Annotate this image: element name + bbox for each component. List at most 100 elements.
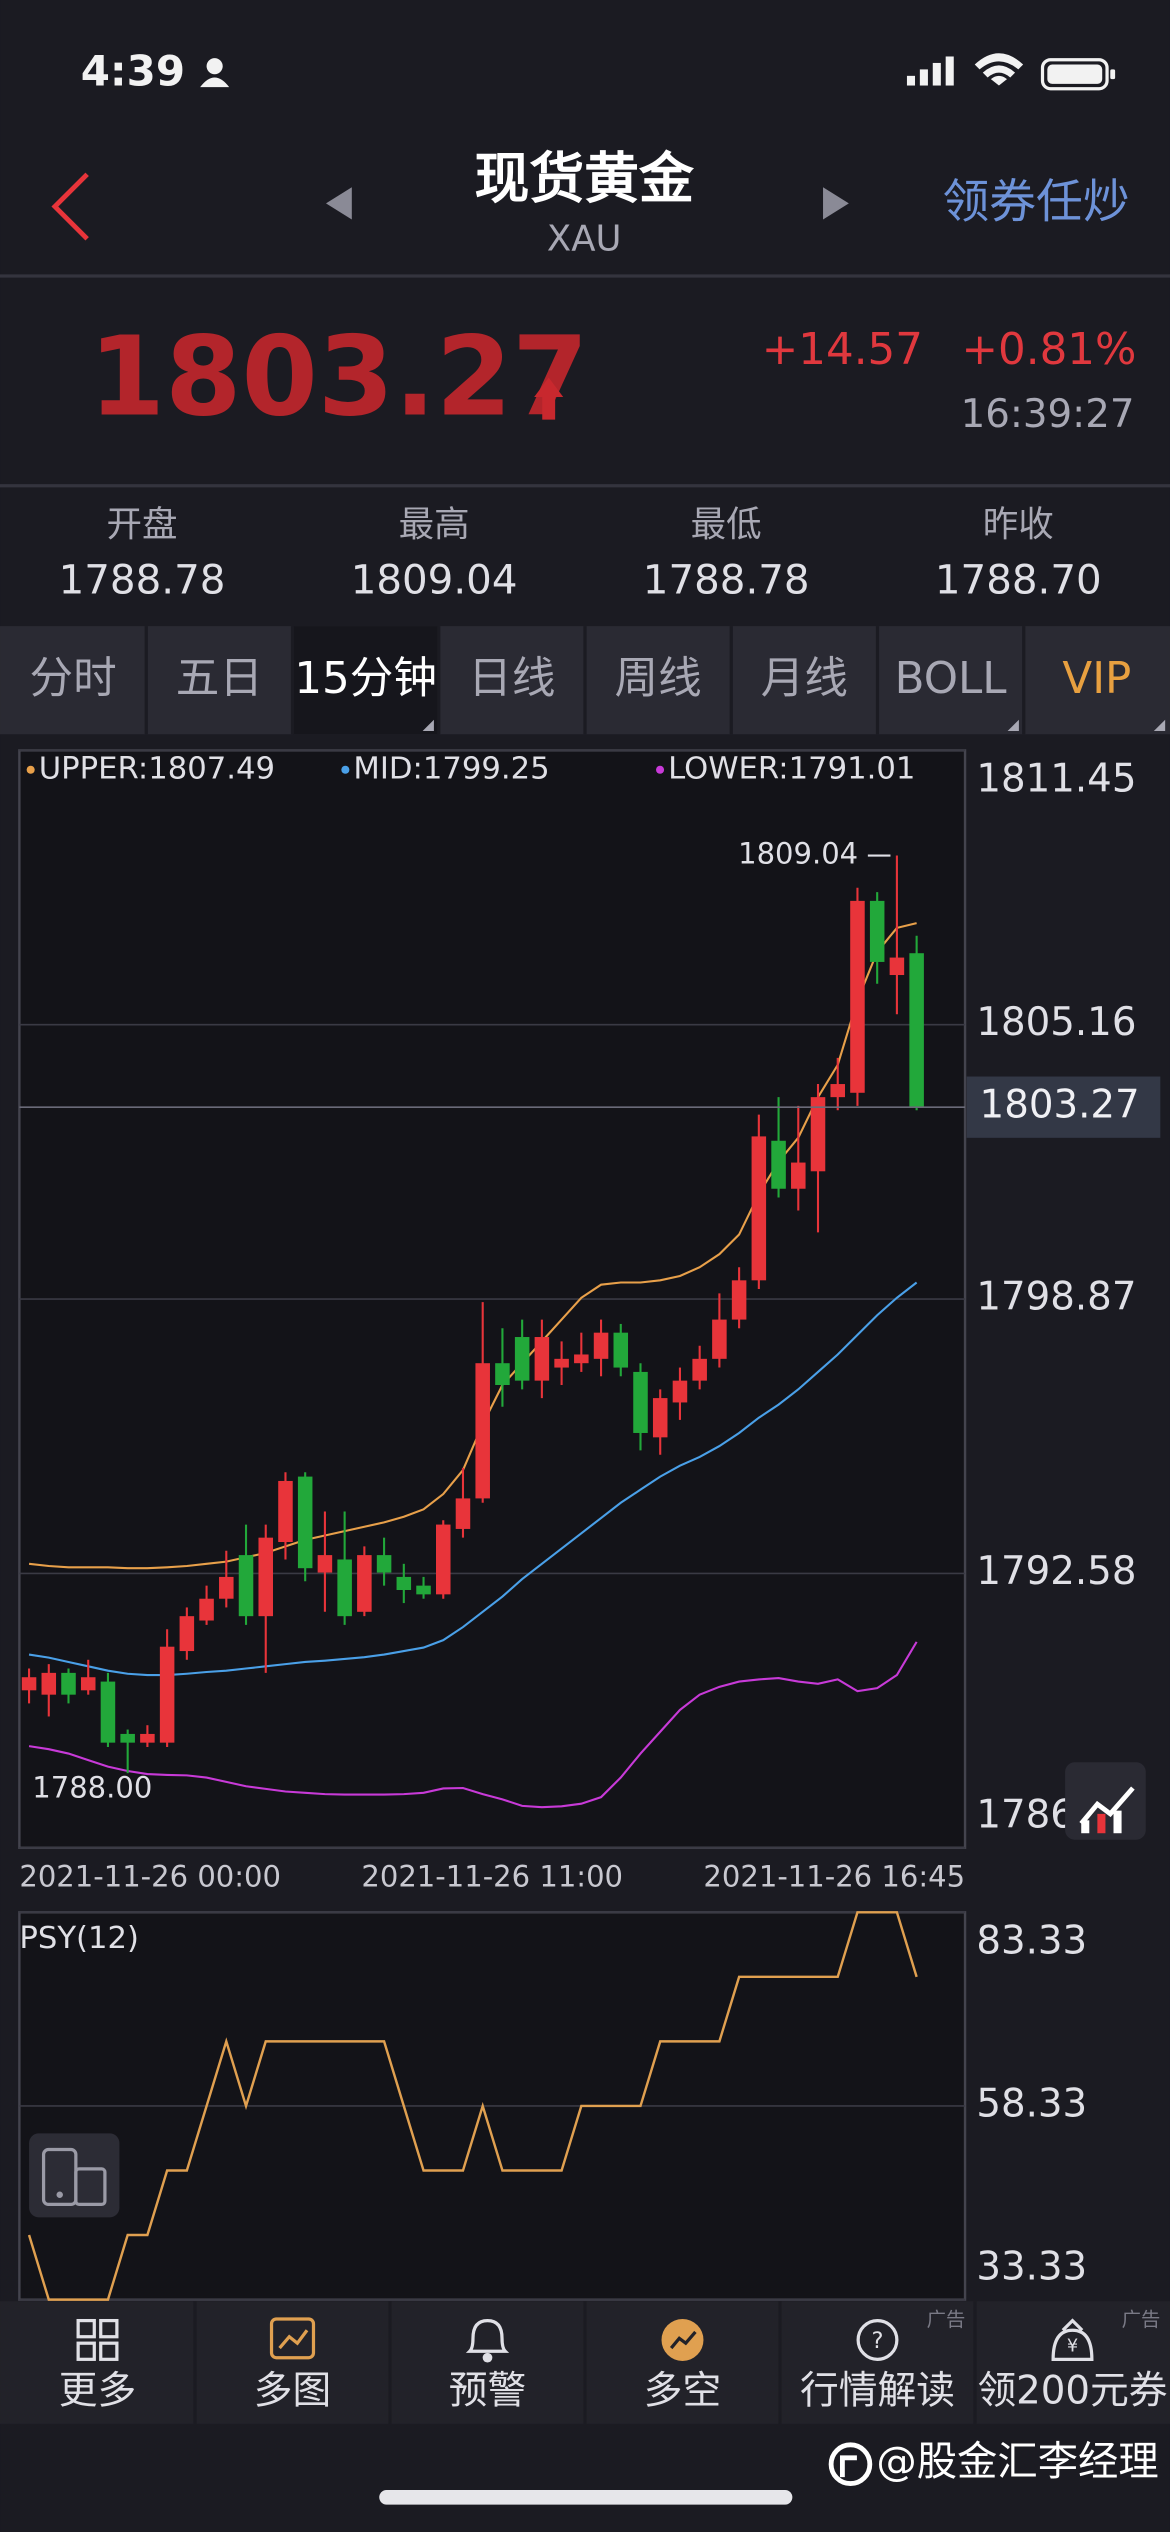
watermark-logo [828, 2442, 873, 2487]
candle-body [258, 1537, 274, 1617]
charts: 1811.451805.161798.871792.581786.29UPPER… [18, 749, 1161, 2301]
candle-body [574, 1354, 589, 1364]
candle-body [278, 1480, 293, 1543]
candle-body [909, 953, 924, 1108]
quote-price: 1803.27 [89, 312, 589, 440]
y-tick-label: 1792.58 [976, 1549, 1136, 1594]
tab-dropdown-mark [1007, 719, 1019, 732]
header-action[interactable]: 领券任炒 [943, 175, 1130, 229]
candle-body [850, 900, 865, 1093]
candle-body [495, 1363, 510, 1386]
candle-body [672, 1380, 688, 1403]
stat-label: 最高 [399, 504, 470, 545]
candle-body [751, 1136, 767, 1281]
candle-body [435, 1524, 451, 1595]
tab[interactable]: 15分钟 [294, 654, 437, 704]
nav-label[interactable]: 行情解读 [800, 2369, 955, 2414]
chart-title: PSY(12) [19, 1921, 139, 1956]
back-button[interactable] [51, 172, 89, 241]
tab[interactable]: 周线 [615, 654, 702, 704]
candle-body [80, 1677, 96, 1691]
svg-text:¥: ¥ [1067, 2336, 1078, 2356]
nav-label[interactable]: 多空 [644, 2369, 721, 2414]
nav-icon[interactable] [661, 2318, 704, 2361]
quote-change-pct: +0.81% [962, 325, 1137, 375]
candle-body [712, 1319, 727, 1359]
nav-label[interactable]: 预警 [449, 2369, 526, 2414]
nav-icon[interactable] [76, 2318, 119, 2361]
candle-body [830, 1084, 845, 1098]
legend-dot [26, 765, 35, 774]
boll-line [28, 1641, 918, 1809]
candle-body [317, 1555, 333, 1573]
nav-icon[interactable] [465, 2318, 510, 2363]
nav-label[interactable]: 更多 [59, 2369, 136, 2414]
stat-value: 1788.78 [643, 557, 810, 604]
x-tick-label: 2021-11-26 00:00 [19, 1859, 281, 1893]
tab[interactable]: BOLL [895, 654, 1008, 704]
tab[interactable]: 五日 [176, 654, 263, 704]
y-tick-label: 1811.45 [976, 757, 1136, 802]
tab[interactable]: 日线 [468, 654, 555, 704]
y-tick-label: 1798.87 [976, 1275, 1136, 1320]
tab[interactable]: 月线 [761, 654, 848, 704]
candle-body [100, 1681, 116, 1743]
nav-icon[interactable]: ? [856, 2318, 899, 2361]
nav-label[interactable]: 多图 [254, 2369, 331, 2414]
next-button[interactable] [823, 187, 849, 220]
y-tick-label: 1805.16 [976, 1000, 1136, 1045]
tab-selected-bg [292, 626, 439, 735]
x-tick-label: 2021-11-26 11:00 [361, 1859, 623, 1893]
candle-body [869, 900, 885, 962]
ad-badge: 广告 [1122, 2308, 1161, 2331]
candle-body [61, 1672, 76, 1695]
candle-body [692, 1358, 707, 1381]
y-tick-label: 33.33 [976, 2244, 1087, 2289]
tab-dropdown-mark [422, 719, 434, 732]
stat-label: 最低 [691, 504, 762, 545]
header-subtitle: XAU [547, 218, 622, 259]
watermark: @股金汇李经理 [876, 2438, 1158, 2485]
current-price-label: 1803.27 [980, 1083, 1140, 1128]
candle-body [238, 1555, 254, 1617]
tab[interactable]: 分时 [30, 654, 117, 704]
x-tick-label: 2021-11-26 16:45 [703, 1859, 965, 1893]
candle-body [159, 1646, 175, 1743]
quote-time: 16:39:27 [961, 392, 1135, 437]
candle-body [475, 1363, 490, 1499]
candle-body [337, 1559, 352, 1617]
candle-body [791, 1162, 806, 1189]
candle-body [514, 1337, 530, 1381]
ad-badge: 广告 [927, 2308, 966, 2331]
status-time: 4:39 [81, 47, 185, 96]
nav-icon[interactable]: ¥ [1051, 2318, 1094, 2361]
candle-body [613, 1332, 629, 1368]
prev-button[interactable] [325, 187, 352, 220]
tab[interactable]: VIP [1062, 654, 1131, 704]
status-icons [200, 53, 1116, 91]
nav-label[interactable]: 领200元券 [977, 2369, 1167, 2414]
svg-text:?: ? [872, 2328, 884, 2354]
stat-label: 昨收 [983, 504, 1054, 545]
candle-body [633, 1371, 648, 1433]
stat-value: 1788.78 [59, 557, 226, 604]
up-arrow [534, 377, 564, 420]
candle-body [396, 1576, 412, 1590]
candle-body [219, 1576, 234, 1599]
candle-body [652, 1398, 668, 1438]
tabs: 分时 五日 15分钟 日线 周线 月线 BOLL VIP [0, 626, 1170, 735]
bottom-nav: 更多 多图 预警 多空? 行情解读 广告 ¥ 领200元券 广告 [59, 2301, 1168, 2424]
nav-icon[interactable] [269, 2317, 316, 2360]
candle-body [41, 1672, 57, 1695]
chart-switch-icon[interactable] [1065, 1762, 1146, 1840]
boll-line [28, 922, 917, 1570]
stats: 开盘 1788.78 最高 1809.04 最低 1788.78 昨收 1788.70 [59, 504, 1102, 603]
psy-line [27, 1911, 918, 2301]
tab-dropdown-mark [1153, 719, 1166, 732]
legend-label: MID:1799.25 [353, 751, 549, 786]
candle-body [416, 1585, 431, 1595]
candle-body [140, 1733, 155, 1743]
candle-body [731, 1280, 747, 1320]
rotate-icon[interactable] [29, 2133, 120, 2218]
